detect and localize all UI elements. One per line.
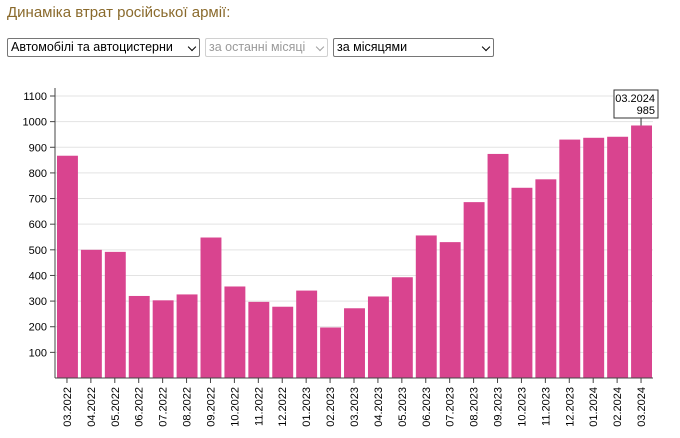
x-tick-label: 02.2024	[612, 387, 624, 427]
y-tick-label: 300	[29, 296, 47, 308]
bar	[104, 251, 126, 378]
category-select-value: Автомобілі та автоцистерни	[11, 40, 173, 54]
y-tick-label: 800	[29, 168, 47, 180]
y-tick-label: 200	[29, 322, 47, 334]
bar	[224, 286, 246, 378]
page-title: Динаміка втрат російської армії:	[7, 4, 231, 21]
bar	[344, 308, 365, 378]
x-tick-label: 12.2022	[277, 387, 289, 427]
tooltip-label: 03.2024	[615, 93, 655, 105]
y-tick-label: 400	[29, 270, 47, 282]
bar	[152, 300, 174, 378]
x-tick-label: 12.2023	[564, 387, 576, 427]
bar	[607, 136, 629, 378]
chart-tooltip: 03.2024 985	[613, 89, 659, 126]
y-tick-label: 500	[29, 245, 47, 257]
bar	[463, 202, 485, 378]
bar	[415, 235, 437, 378]
x-tick-label: 04.2023	[373, 387, 385, 427]
period-select-value: за останні місяці	[209, 40, 306, 54]
y-tick-label: 700	[29, 194, 47, 206]
x-tick-label: 11.2022	[253, 387, 265, 426]
x-tick-label: 05.2023	[397, 387, 409, 427]
bar	[248, 301, 270, 378]
bar	[559, 139, 581, 378]
period-select: за останні місяці	[205, 38, 328, 57]
bar	[487, 153, 509, 378]
bar	[200, 237, 222, 378]
x-tick-label: 07.2022	[158, 387, 170, 427]
bar	[367, 296, 389, 378]
x-tick-label: 08.2022	[182, 387, 194, 427]
bar	[439, 242, 461, 378]
bar	[631, 125, 652, 379]
tooltip-value: 985	[637, 105, 655, 117]
bar	[57, 155, 78, 378]
y-tick-label: 100	[29, 347, 47, 359]
x-tick-label: 10.2023	[516, 387, 528, 427]
x-tick-label: 09.2022	[205, 387, 217, 427]
x-tick-label: 01.2023	[301, 387, 313, 427]
x-tick-label: 02.2023	[325, 387, 337, 427]
category-select[interactable]: Автомобілі та автоцистерни	[7, 38, 200, 57]
x-tick-label: 09.2023	[493, 387, 505, 427]
x-tick-label: 03.2022	[62, 387, 74, 427]
bar	[511, 187, 533, 378]
x-tick-label: 01.2024	[588, 387, 600, 427]
x-tick-label: 03.2024	[636, 387, 648, 427]
x-tick-label: 06.2023	[421, 387, 433, 427]
y-tick-label: 1000	[23, 117, 47, 129]
bar	[176, 294, 198, 378]
y-tick-label: 600	[29, 219, 47, 231]
grouping-select[interactable]: за місяцями	[333, 38, 494, 57]
bar	[320, 327, 342, 378]
x-tick-label: 06.2022	[134, 387, 146, 427]
bar	[535, 179, 557, 378]
y-tick-label: 1100	[23, 91, 47, 103]
x-tick-label: 03.2023	[349, 387, 361, 427]
tooltip-box	[613, 89, 659, 119]
bar	[391, 277, 413, 378]
x-tick-label: 10.2022	[229, 387, 241, 427]
x-tick-label: 07.2023	[445, 387, 457, 427]
bar	[128, 295, 150, 378]
x-tick-label: 04.2022	[86, 387, 98, 427]
grouping-select-value: за місяцями	[337, 40, 408, 54]
bar	[80, 249, 102, 378]
x-tick-label: 05.2022	[110, 387, 122, 427]
bar	[583, 137, 605, 378]
x-tick-label: 11.2023	[540, 387, 552, 426]
bar	[296, 290, 318, 378]
x-tick-label: 08.2023	[469, 387, 481, 427]
bar	[272, 306, 294, 378]
y-tick-label: 900	[29, 142, 47, 154]
